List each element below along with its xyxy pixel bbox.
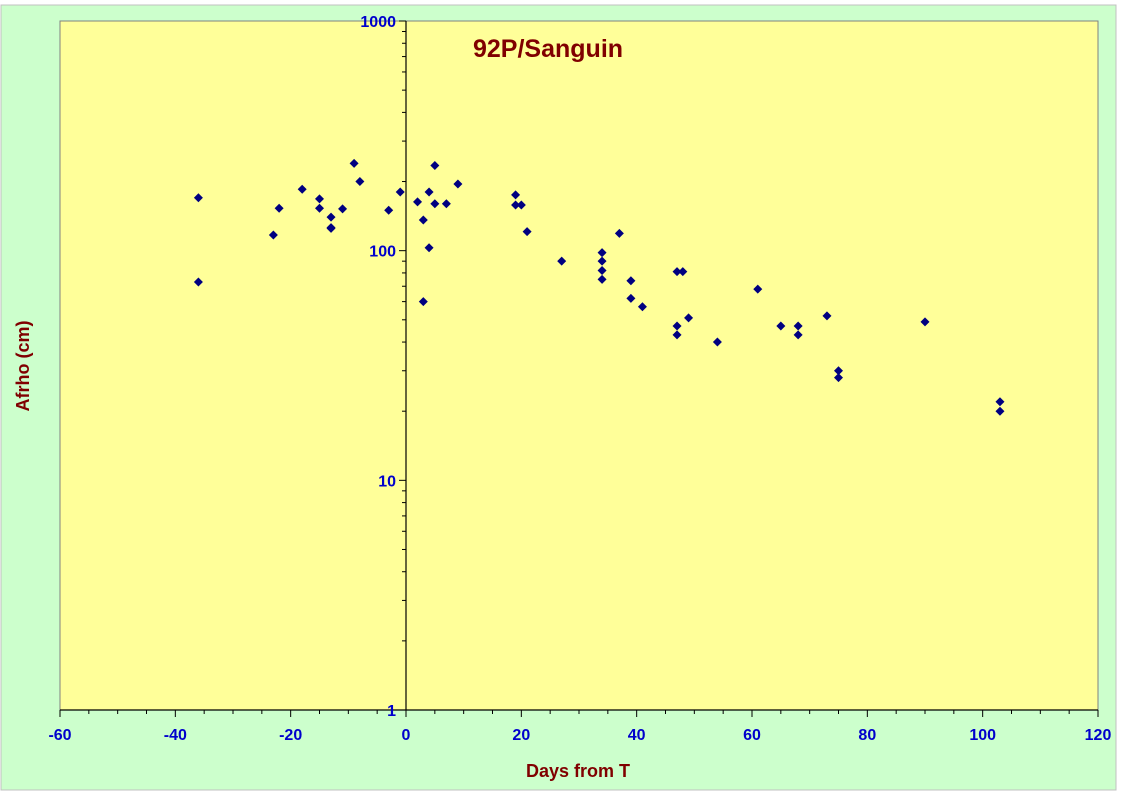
data-point-marker	[355, 177, 365, 187]
y-tick-label: 100	[369, 244, 396, 261]
x-axis-title: Days from T	[526, 761, 630, 781]
axes	[59, 20, 1099, 717]
x-tick-label: 80	[858, 727, 876, 744]
data-point-marker	[834, 366, 843, 376]
x-tick-label: -60	[48, 727, 71, 744]
x-tick-label: -20	[279, 727, 302, 744]
y-tick-label: 1	[387, 703, 396, 720]
data-point-marker	[326, 212, 336, 222]
data-point-marker	[597, 248, 607, 258]
data-point-marker	[712, 337, 722, 347]
data-point-marker	[678, 267, 688, 277]
x-tick-label: 40	[628, 727, 646, 744]
data-point-marker	[418, 297, 428, 307]
data-point-marker	[672, 267, 682, 277]
chart-title: 92P/Sanguin	[473, 35, 623, 63]
data-point-marker	[268, 230, 278, 240]
y-axis-title: Afrho (cm)	[13, 321, 33, 412]
x-tick-label: 60	[743, 727, 761, 744]
data-point-marker	[315, 203, 324, 213]
data-point-marker	[626, 276, 636, 286]
data-point-marker	[776, 321, 786, 331]
data-point-marker	[522, 227, 532, 237]
data-point-marker	[834, 373, 843, 383]
data-point-marker	[793, 330, 803, 340]
data-point-marker	[557, 256, 567, 266]
data-point-marker	[793, 321, 803, 331]
data-point-marker	[516, 200, 526, 210]
data-point-marker	[995, 406, 1005, 416]
data-point-marker	[597, 274, 607, 284]
data-point-marker	[684, 313, 694, 323]
data-point-marker	[441, 199, 451, 209]
data-point-marker	[424, 243, 434, 253]
data-point-marker	[326, 223, 336, 233]
data-point-marker	[430, 199, 440, 209]
y-tick-label: 1000	[360, 14, 396, 31]
data-point-marker	[274, 203, 284, 213]
plot-area-background	[59, 20, 1099, 711]
data-point-marker	[384, 205, 394, 215]
data-point-marker	[753, 284, 763, 294]
x-tick-label: 0	[402, 727, 411, 744]
data-point-marker	[920, 317, 930, 327]
data-point-marker	[338, 204, 348, 214]
data-point-marker	[193, 193, 203, 203]
data-point-marker	[413, 197, 423, 207]
x-tick-label: 120	[1085, 727, 1112, 744]
x-tick-label: -40	[164, 727, 187, 744]
data-point-marker	[418, 215, 428, 225]
data-point-marker	[453, 179, 463, 189]
data-point-marker	[614, 228, 624, 238]
data-point-marker	[424, 187, 434, 197]
data-point-marker	[822, 311, 832, 321]
x-tick-label: 100	[969, 727, 996, 744]
data-point-marker	[637, 302, 647, 312]
data-point-marker	[511, 190, 521, 200]
data-point-marker	[395, 187, 405, 197]
data-point-marker	[597, 256, 607, 266]
y-tick-label: 10	[378, 473, 396, 490]
data-point-marker	[597, 265, 607, 275]
data-point-marker	[626, 293, 636, 303]
data-point-marker	[315, 194, 324, 204]
data-point-marker	[672, 330, 682, 340]
data-point-marker	[511, 200, 521, 210]
data-point-marker	[995, 397, 1005, 407]
data-points	[193, 158, 1005, 416]
data-point-marker	[193, 277, 203, 287]
data-point-marker	[430, 160, 440, 170]
data-point-marker	[297, 184, 307, 194]
data-point-marker	[672, 321, 682, 331]
x-tick-label: 20	[512, 727, 530, 744]
data-point-marker	[349, 158, 359, 168]
